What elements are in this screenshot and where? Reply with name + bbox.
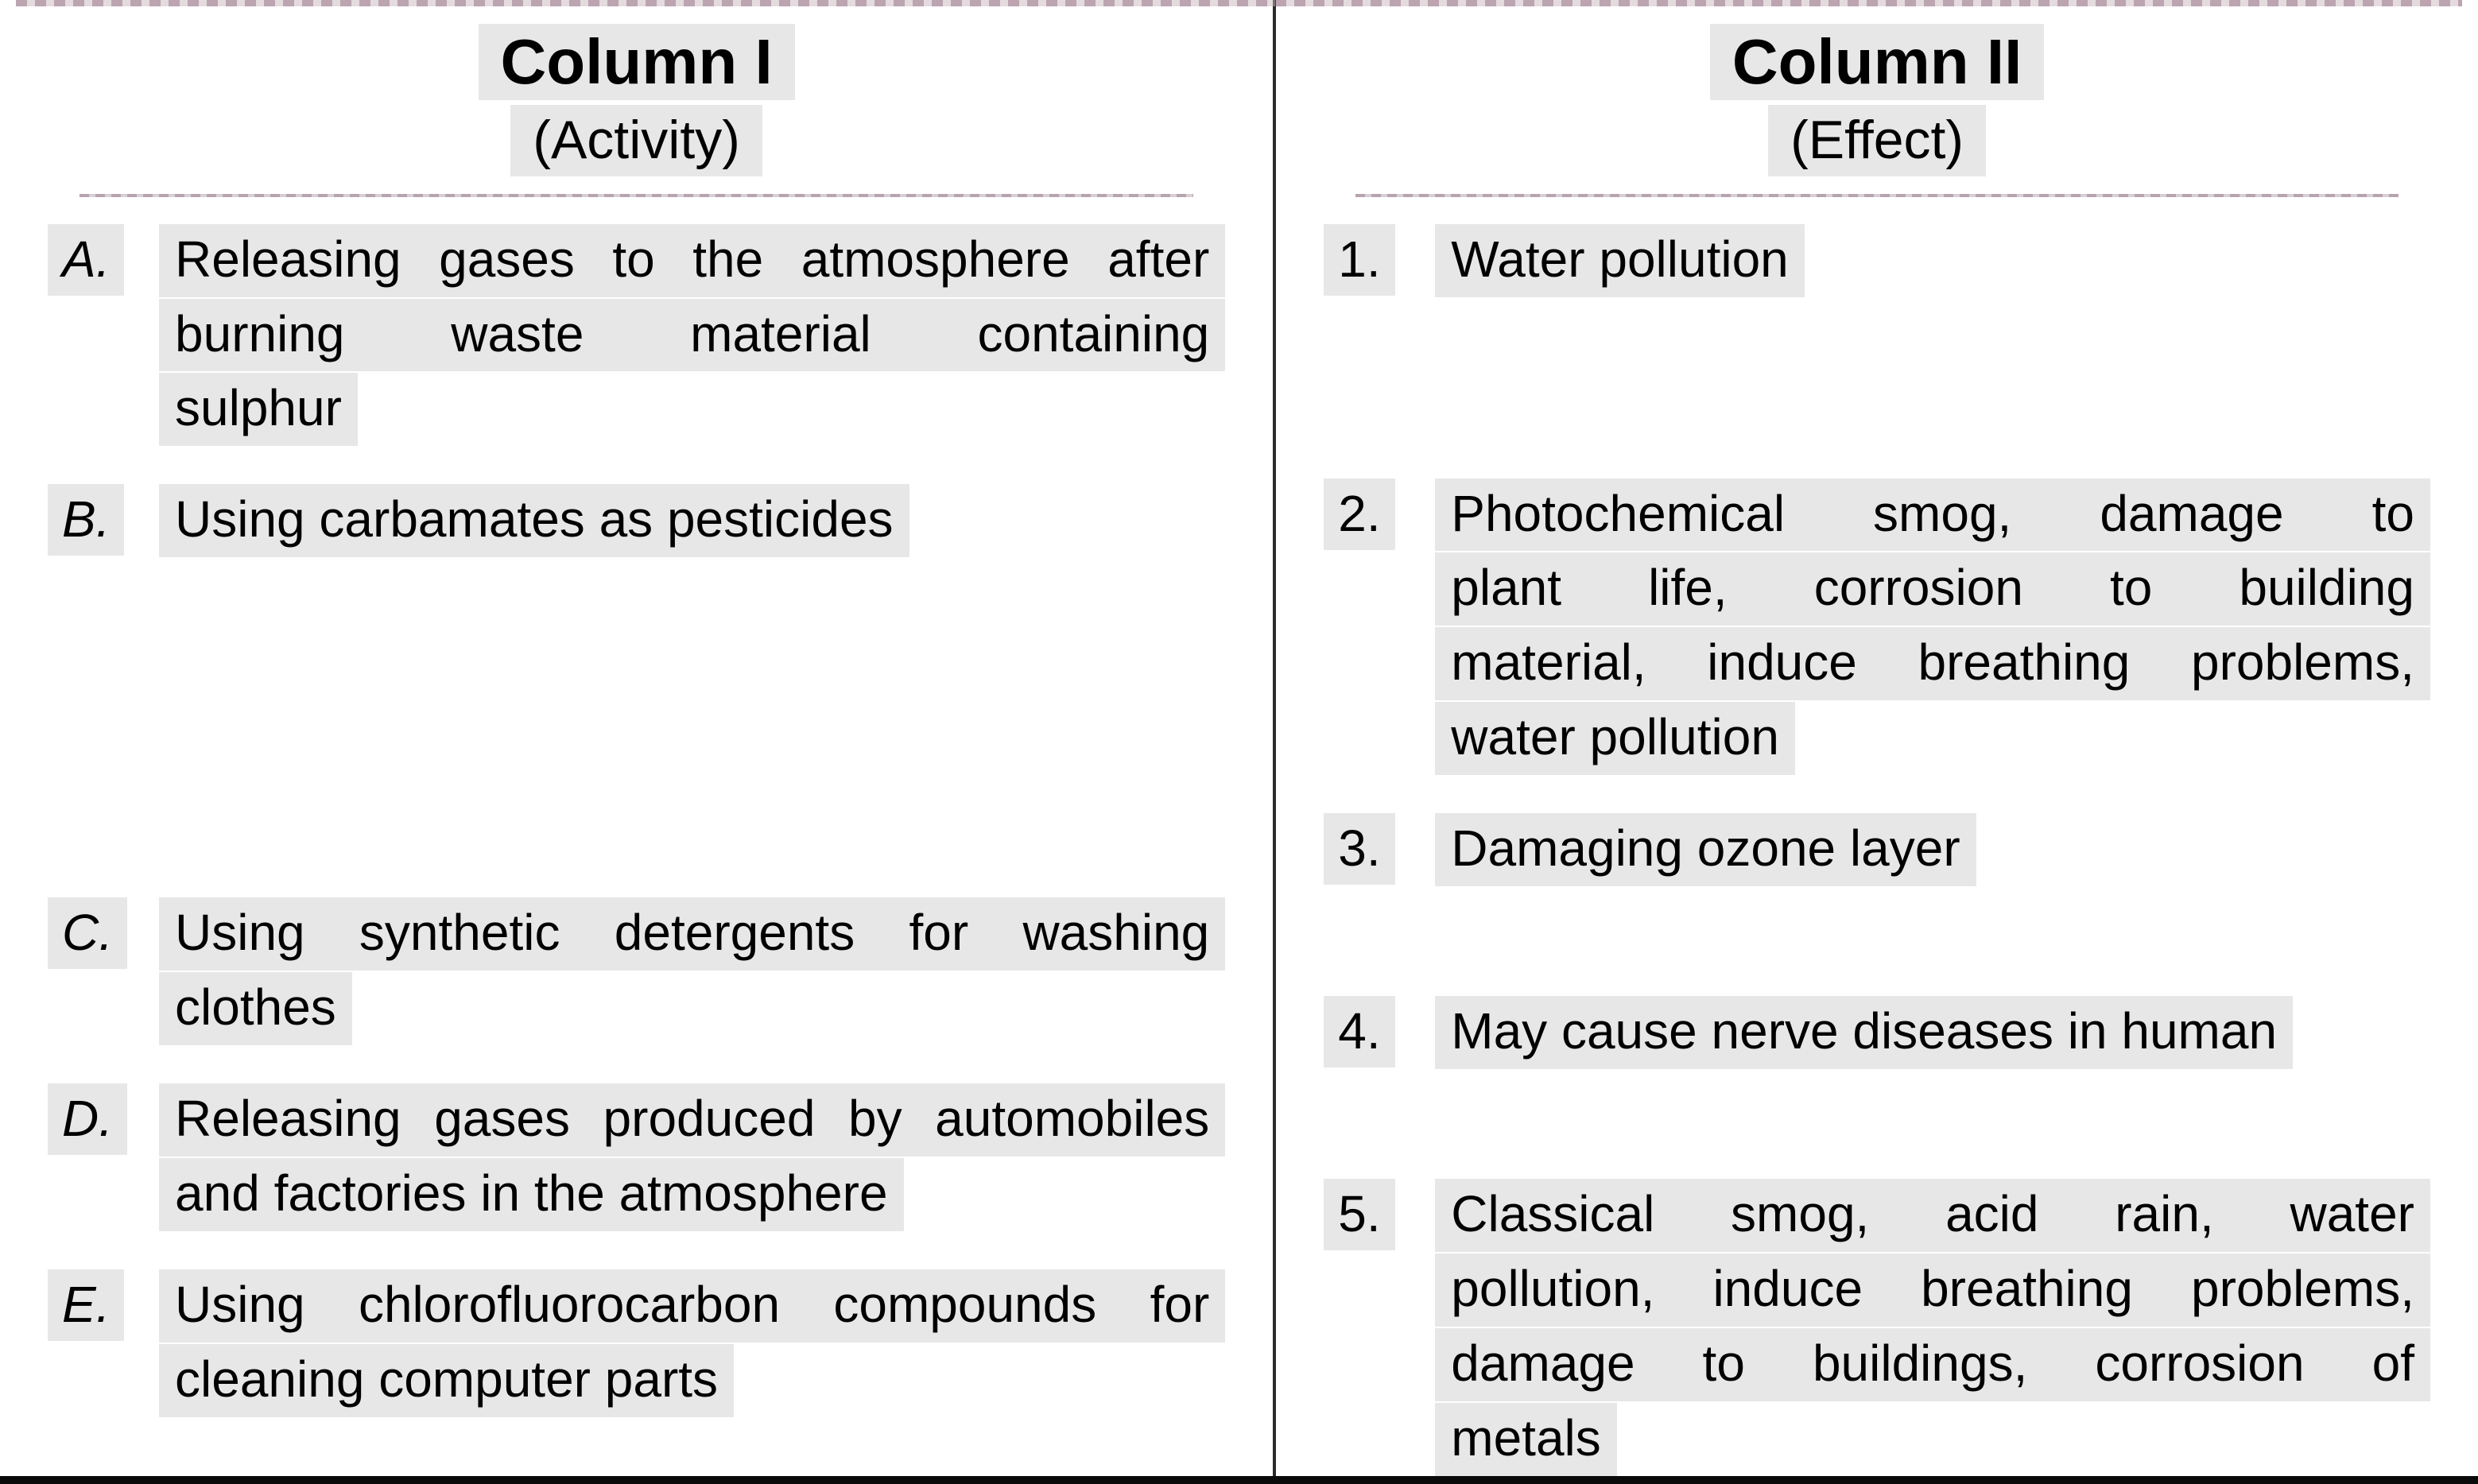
table-row: C. Using synthetic detergents for washing… — [48, 897, 1225, 1047]
column-left: Column I (Activity) A. Releasing gases to… — [0, 0, 1276, 1476]
row-marker: 4. — [1324, 996, 1394, 1067]
row-text-line: Photochemical smog, damage to — [1435, 479, 2430, 552]
row-text-line: and factories in the atmosphere — [159, 1158, 904, 1231]
row-text: Photochemical smog, damage toplant life,… — [1435, 479, 2430, 777]
row-text-line: cleaning computer parts — [159, 1344, 734, 1417]
row-marker: 2. — [1324, 479, 1394, 550]
row-text-line: material, induce breathing problems, — [1435, 627, 2430, 700]
row-marker-wrap: 4. — [1324, 996, 1435, 1067]
column-left-rows: A. Releasing gases to the atmosphere afte… — [48, 192, 1225, 1419]
row-marker-wrap: 5. — [1324, 1179, 1435, 1250]
row-text-line: Damaging ozone layer — [1435, 813, 1976, 886]
row-marker-wrap: A. — [48, 224, 159, 296]
row-text-line: Releasing gases to the atmosphere after — [159, 224, 1225, 297]
row-text: Using carbamates as pesticides — [159, 484, 1225, 559]
row-text-line: damage to buildings, corrosion of — [1435, 1328, 2430, 1401]
table-row: E. Using chlorofluorocarbon compounds for… — [48, 1269, 1225, 1419]
row-marker-wrap: E. — [48, 1269, 159, 1341]
column-left-subtitle: (Activity) — [510, 105, 762, 176]
table-row: 2. Photochemical smog, damage toplant lif… — [1324, 479, 2430, 777]
table-row: A. Releasing gases to the atmosphere afte… — [48, 224, 1225, 448]
row-marker-wrap: D. — [48, 1083, 159, 1155]
column-left-title: Column I — [479, 24, 795, 100]
row-marker: C. — [48, 897, 127, 969]
row-text-line: burning waste material containing — [159, 299, 1225, 372]
row-marker: A. — [48, 224, 124, 296]
row-text: Water pollution — [1435, 224, 2430, 299]
row-text: Using chlorofluorocarbon compounds forcl… — [159, 1269, 1225, 1419]
row-text-line: pollution, induce breathing problems, — [1435, 1253, 2430, 1327]
row-marker-wrap: 3. — [1324, 813, 1435, 885]
column-right-subtitle: (Effect) — [1768, 105, 1986, 176]
table-row: 5. Classical smog, acid rain, waterpollut… — [1324, 1179, 2430, 1478]
row-marker: 5. — [1324, 1179, 1394, 1250]
header-separator-right — [1355, 194, 2399, 197]
row-text-line: Using synthetic detergents for washing — [159, 897, 1225, 971]
row-text-line: Using chlorofluorocarbon compounds for — [159, 1269, 1225, 1343]
row-marker: 1. — [1324, 224, 1394, 296]
table-row: 3. Damaging ozone layer — [1324, 813, 2430, 888]
column-right-header: Column II (Effect) — [1324, 0, 2430, 192]
row-marker: E. — [48, 1269, 124, 1341]
row-text: Damaging ozone layer — [1435, 813, 2430, 888]
row-marker-wrap: 1. — [1324, 224, 1435, 296]
row-text: Releasing gases produced by automobilesa… — [159, 1083, 1225, 1233]
row-text: Using synthetic detergents for washingcl… — [159, 897, 1225, 1047]
table-row: 4. May cause nerve diseases in human — [1324, 996, 2430, 1071]
row-text-line: Classical smog, acid rain, water — [1435, 1179, 2430, 1252]
row-text-line: Water pollution — [1435, 224, 1805, 297]
page: Column I (Activity) A. Releasing gases to… — [0, 0, 2478, 1484]
row-marker-wrap: 2. — [1324, 479, 1435, 550]
row-text: Classical smog, acid rain, waterpollutio… — [1435, 1179, 2430, 1478]
row-text-line: metals — [1435, 1403, 1617, 1476]
row-marker: B. — [48, 484, 124, 556]
row-text-line: May cause nerve diseases in human — [1435, 996, 2293, 1069]
column-left-header: Column I (Activity) — [48, 0, 1225, 192]
row-marker-wrap: C. — [48, 897, 159, 969]
row-text-line: plant life, corrosion to building — [1435, 552, 2430, 626]
row-text-line: Using carbamates as pesticides — [159, 484, 909, 557]
column-right: Column II (Effect) 1. Water pollution 2. Ph… — [1276, 0, 2478, 1476]
table-row: B. Using carbamates as pesticides — [48, 484, 1225, 559]
table-row: D. Releasing gases produced by automobile… — [48, 1083, 1225, 1233]
row-marker: D. — [48, 1083, 127, 1155]
two-column-table: Column I (Activity) A. Releasing gases to… — [0, 0, 2478, 1484]
column-right-rows: 1. Water pollution 2. Photochemical smog, d… — [1324, 192, 2430, 1478]
row-text-line: sulphur — [159, 373, 358, 446]
row-text-line: clothes — [159, 972, 352, 1045]
header-separator-left — [79, 194, 1193, 197]
table-row: 1. Water pollution — [1324, 224, 2430, 299]
row-text: Releasing gases to the atmosphere afterb… — [159, 224, 1225, 448]
row-marker: 3. — [1324, 813, 1394, 885]
row-text: May cause nerve diseases in human — [1435, 996, 2430, 1071]
row-text-line: water pollution — [1435, 702, 1795, 775]
row-text-line: Releasing gases produced by automobiles — [159, 1083, 1225, 1157]
column-right-title: Column II — [1710, 24, 2044, 100]
row-marker-wrap: B. — [48, 484, 159, 556]
